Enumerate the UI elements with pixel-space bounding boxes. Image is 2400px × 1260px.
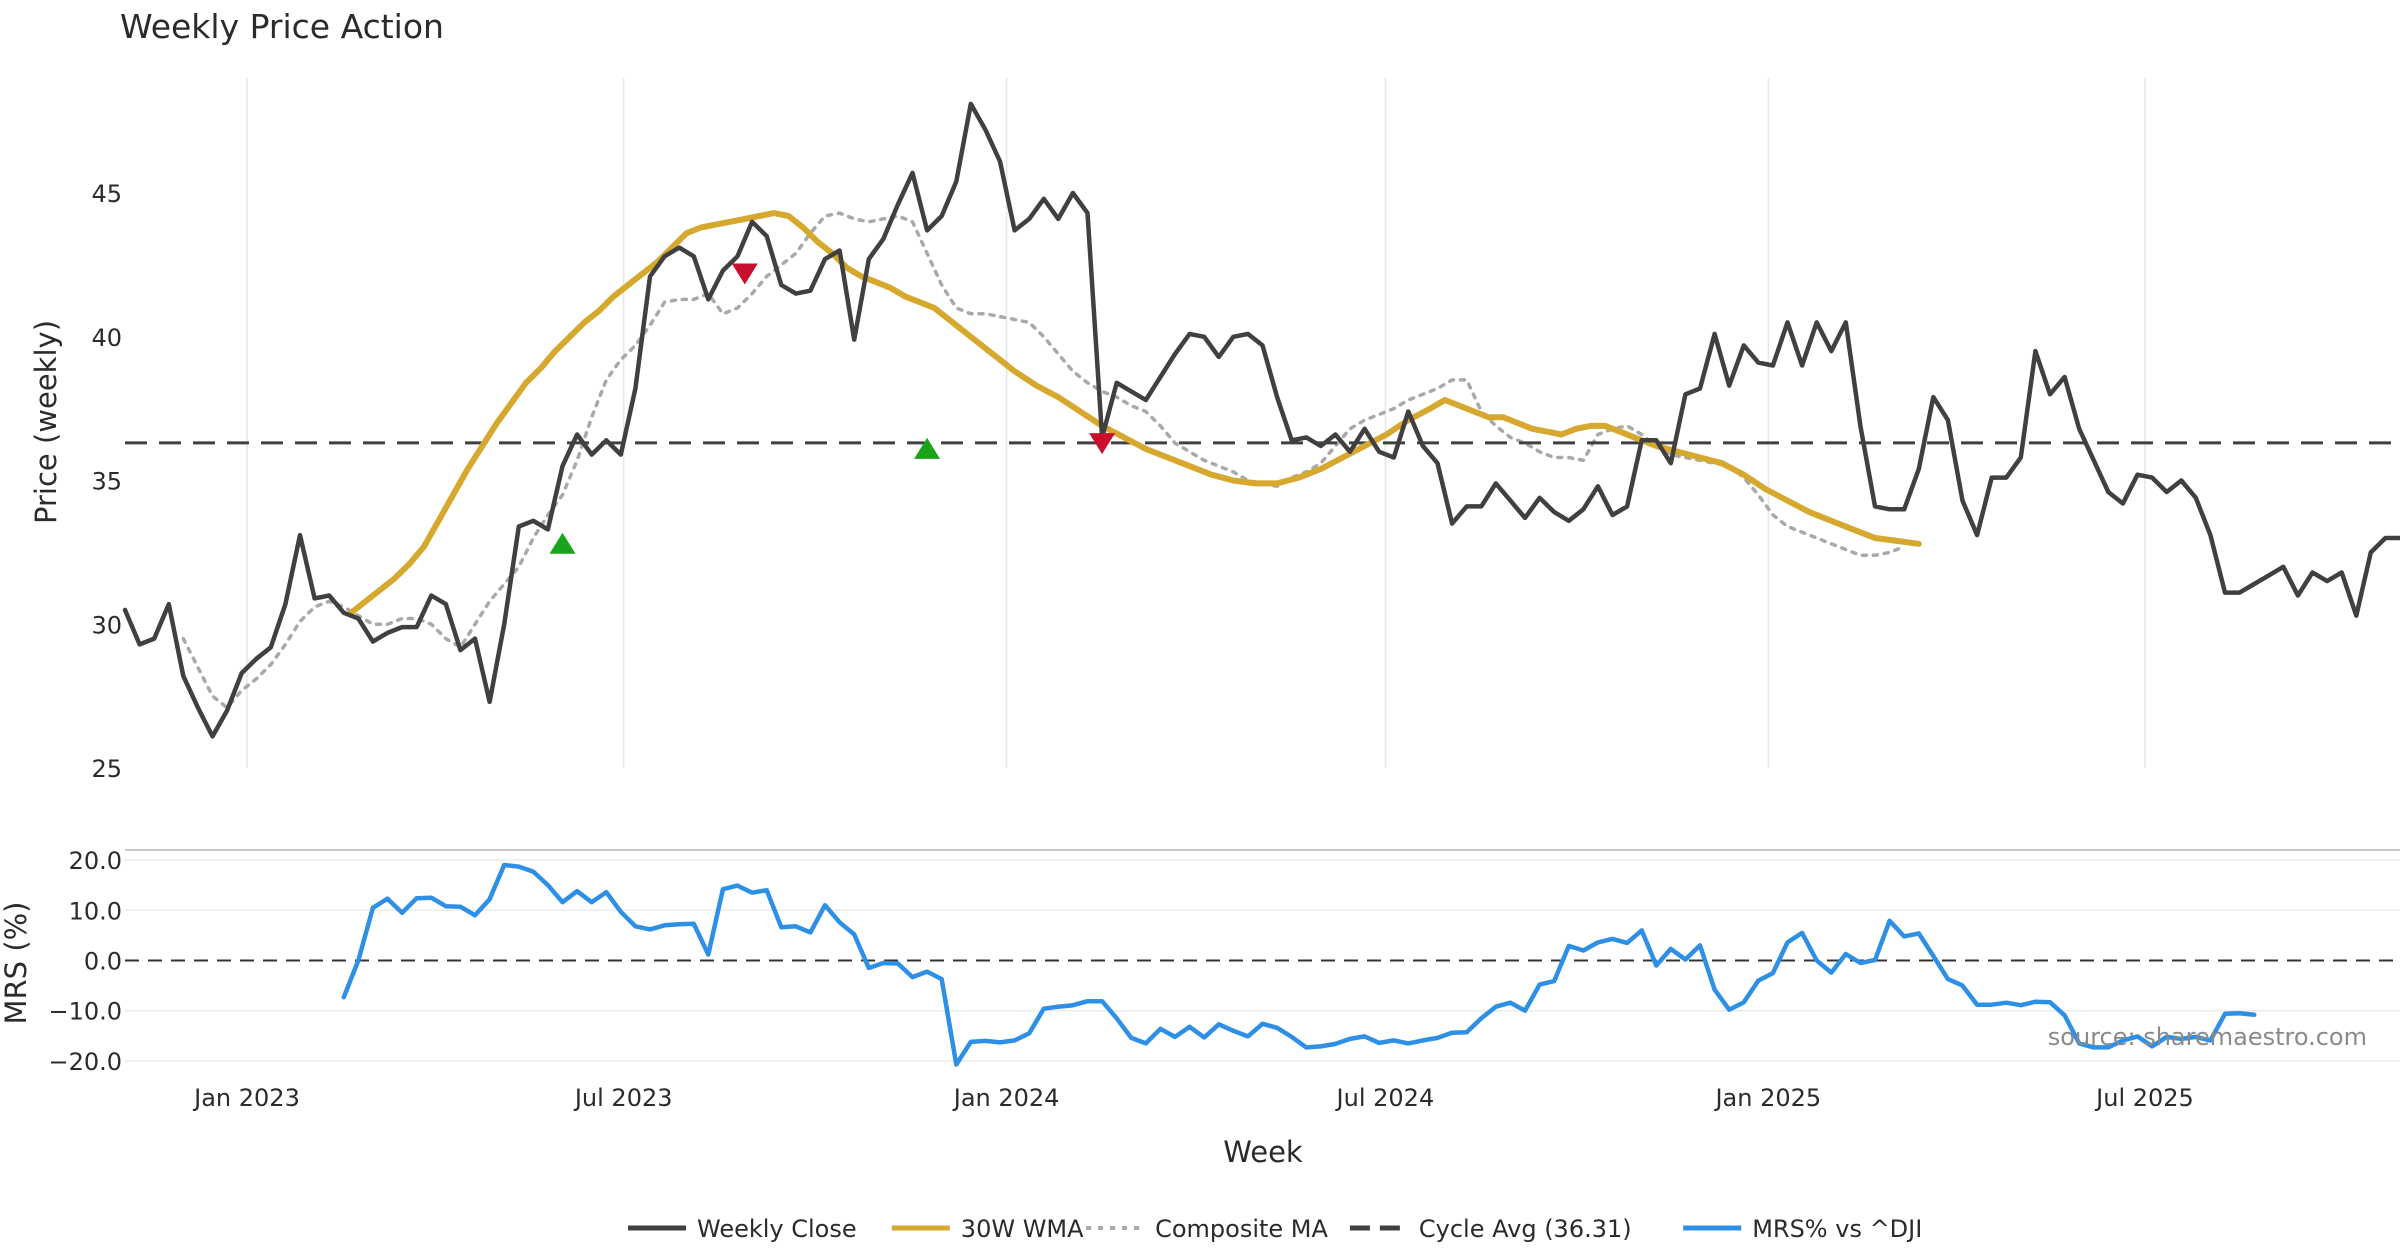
x-axis-label: Week	[1223, 1135, 1303, 1169]
price-y-tick-label: 45	[91, 180, 122, 208]
mrs-y-axis-label: MRS (%)	[0, 902, 33, 1025]
legend-label: Composite MA	[1155, 1215, 1328, 1243]
mrs-line	[341, 862, 2257, 1067]
x-tick-label: Jul 2024	[1335, 1084, 1435, 1112]
mrs-y-tick-label: 0.0	[84, 948, 122, 976]
signal-markers	[549, 263, 1116, 554]
legend-label: 30W WMA	[961, 1215, 1084, 1243]
legend-label: Cycle Avg (36.31)	[1419, 1215, 1632, 1243]
price-y-tick-label: 30	[91, 611, 122, 639]
price-y-axis-label: Price (weekly)	[29, 320, 63, 524]
legend-label: Weekly Close	[697, 1215, 857, 1243]
mrs-y-tick-label: −20.0	[48, 1048, 122, 1076]
mrs-y-tick-label: 20.0	[69, 847, 122, 875]
mrs-y-ticks: −20.0 −10.0 0.0 10.0 20.0	[48, 847, 122, 1076]
mrs-y-tick-label: 10.0	[69, 897, 122, 925]
x-tick-label: Jul 2023	[573, 1084, 673, 1112]
x-tick-label: Jan 2024	[952, 1084, 1060, 1112]
weekly-close-line	[122, 101, 2400, 739]
source-note: source: sharemaestro.com	[2048, 1023, 2367, 1051]
mrs-y-tick-label: −10.0	[48, 998, 122, 1026]
mrs-series-group	[341, 862, 2257, 1067]
wma-30w-line	[348, 210, 1922, 616]
buy-signal-marker	[914, 437, 941, 459]
mrs-panel-grid	[125, 859, 2400, 1062]
x-tick-label: Jan 2025	[1713, 1084, 1821, 1112]
buy-signal-marker	[549, 532, 576, 554]
legend-label: MRS% vs ^DJI	[1752, 1215, 1922, 1243]
x-tick-label: Jul 2025	[2094, 1084, 2194, 1112]
sell-signal-marker	[1089, 433, 1116, 455]
price-y-tick-label: 35	[91, 468, 122, 496]
sell-signal-marker	[731, 263, 758, 285]
chart-title: Weekly Price Action	[120, 7, 444, 46]
price-y-tick-label: 25	[91, 755, 122, 783]
legend: Weekly Close 30W WMA Composite MA Cycle Avg…	[628, 1215, 1922, 1243]
price-series-group	[122, 101, 2400, 739]
price-y-tick-label: 40	[91, 324, 122, 352]
price-y-ticks: 25 30 35 40 45	[91, 180, 122, 783]
x-axis-ticks: Jan 2023 Jul 2023 Jan 2024 Jul 2024 Jan 2025…	[192, 1084, 2194, 1112]
x-tick-label: Jan 2023	[192, 1084, 300, 1112]
composite-ma-line	[181, 211, 1906, 710]
